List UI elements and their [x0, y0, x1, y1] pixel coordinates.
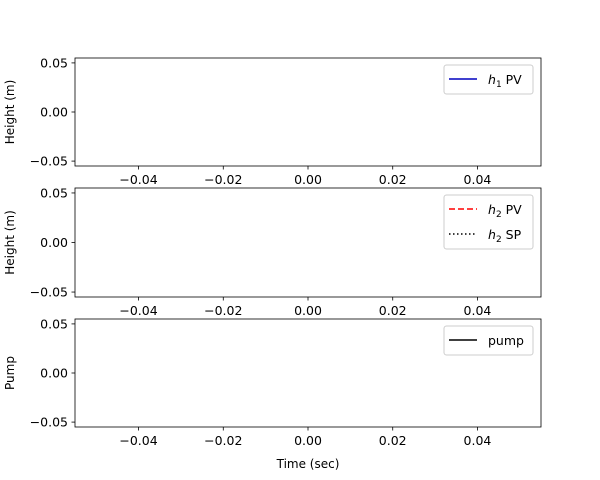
- y-axis-label-bottom: Pump: [3, 356, 17, 390]
- y-tick-label-middle-2: 0.05: [40, 185, 68, 200]
- y-tick-label-top-2: 0.05: [40, 55, 68, 70]
- legend-frame-bottom: [443, 325, 534, 356]
- legend-label-middle-1: h2 SP: [488, 227, 522, 245]
- legend-label-top-0: h1 PV: [488, 72, 522, 90]
- x-tick-label-middle-1: −0.02: [204, 303, 242, 318]
- x-tick-label-middle-0: −0.04: [119, 303, 157, 318]
- legend-middle: h2 PV h2 SP: [443, 194, 534, 250]
- subplot-middle: −0.04 −0.02 0.00 0.02 0.04 −0.05 0.00 0.05 Heigh…: [3, 185, 542, 318]
- x-tick-label-bottom-4: 0.04: [464, 433, 492, 448]
- y-tick-label-middle-1: 0.00: [40, 235, 68, 250]
- y-tick-label-bottom-1: 0.00: [40, 366, 68, 381]
- x-tick-label-middle-4: 0.04: [464, 303, 492, 318]
- y-tick-label-top-0: −0.05: [30, 154, 68, 169]
- y-tick-label-top-1: 0.00: [40, 105, 68, 120]
- legend-label-bottom-0: pump: [488, 333, 524, 348]
- legend-bottom: pump: [443, 325, 534, 356]
- x-axis-label-bottom: Time (sec): [276, 457, 340, 471]
- legend-frame-middle: [443, 194, 534, 250]
- x-tick-label-bottom-2: 0.00: [294, 433, 322, 448]
- x-tick-label-top-0: −0.04: [119, 172, 157, 187]
- legend-label-middle-0: h2 PV: [488, 202, 522, 220]
- x-tick-label-middle-3: 0.02: [379, 303, 407, 318]
- legend-top: h1 PV: [443, 64, 534, 95]
- subplot-bottom: −0.04 −0.02 0.00 0.02 0.04 −0.05 0.00 0.05 Pump T…: [3, 316, 542, 471]
- x-tick-label-middle-2: 0.00: [294, 303, 322, 318]
- legend-frame-top: [443, 64, 534, 95]
- y-axis-label-middle: Height (m): [3, 210, 17, 275]
- y-axis-label-top: Height (m): [3, 80, 17, 145]
- x-tick-label-top-3: 0.02: [379, 172, 407, 187]
- subplot-top: −0.04 −0.02 0.00 0.02 0.04 −0.05 0.00 0.05 Heigh…: [3, 55, 542, 187]
- y-tick-label-bottom-0: −0.05: [30, 415, 68, 430]
- x-tick-label-bottom-1: −0.02: [204, 433, 242, 448]
- x-tick-label-top-2: 0.00: [294, 172, 322, 187]
- y-tick-label-bottom-2: 0.05: [40, 316, 68, 331]
- x-tick-label-top-4: 0.04: [464, 172, 492, 187]
- y-tick-label-middle-0: −0.05: [30, 285, 68, 300]
- x-tick-label-bottom-0: −0.04: [119, 433, 157, 448]
- x-tick-label-top-1: −0.02: [204, 172, 242, 187]
- x-tick-label-bottom-3: 0.02: [379, 433, 407, 448]
